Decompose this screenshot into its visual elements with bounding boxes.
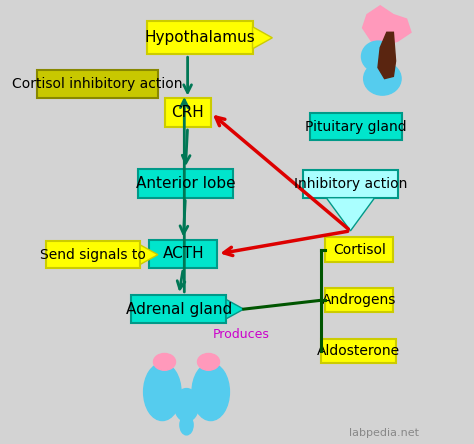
FancyBboxPatch shape xyxy=(310,113,402,140)
Polygon shape xyxy=(363,6,411,46)
FancyBboxPatch shape xyxy=(321,339,396,363)
Text: Send signals to: Send signals to xyxy=(40,248,146,262)
Text: Inhibitory action: Inhibitory action xyxy=(294,177,407,191)
Ellipse shape xyxy=(364,62,401,95)
Polygon shape xyxy=(378,32,396,79)
Text: Cortisol inhibitory action: Cortisol inhibitory action xyxy=(12,77,182,91)
Ellipse shape xyxy=(362,41,394,72)
Ellipse shape xyxy=(180,415,193,435)
Text: Hypothalamus: Hypothalamus xyxy=(145,30,255,45)
FancyBboxPatch shape xyxy=(303,170,398,198)
Text: Pituitary gland: Pituitary gland xyxy=(305,120,407,134)
Ellipse shape xyxy=(154,353,175,370)
Ellipse shape xyxy=(144,363,181,420)
Text: Androgens: Androgens xyxy=(322,293,396,307)
Polygon shape xyxy=(226,299,244,319)
FancyBboxPatch shape xyxy=(138,169,233,198)
Ellipse shape xyxy=(192,363,229,420)
Polygon shape xyxy=(326,198,374,231)
Text: ACTH: ACTH xyxy=(163,246,204,262)
Ellipse shape xyxy=(174,388,199,422)
Text: labpedia.net: labpedia.net xyxy=(349,428,419,438)
FancyBboxPatch shape xyxy=(147,21,253,54)
Text: Cortisol: Cortisol xyxy=(333,242,386,257)
Text: CRH: CRH xyxy=(171,105,204,120)
FancyBboxPatch shape xyxy=(164,99,211,127)
Polygon shape xyxy=(253,27,273,49)
FancyBboxPatch shape xyxy=(149,240,217,268)
FancyBboxPatch shape xyxy=(325,288,393,313)
FancyBboxPatch shape xyxy=(131,295,226,324)
Polygon shape xyxy=(140,245,158,264)
Text: Anterior lobe: Anterior lobe xyxy=(136,176,235,191)
FancyBboxPatch shape xyxy=(37,70,158,99)
Text: Produces: Produces xyxy=(213,328,270,341)
Ellipse shape xyxy=(198,353,219,370)
FancyBboxPatch shape xyxy=(46,241,140,268)
Text: Aldosterone: Aldosterone xyxy=(317,344,400,358)
Text: Adrenal gland: Adrenal gland xyxy=(126,301,232,317)
FancyBboxPatch shape xyxy=(325,238,393,262)
